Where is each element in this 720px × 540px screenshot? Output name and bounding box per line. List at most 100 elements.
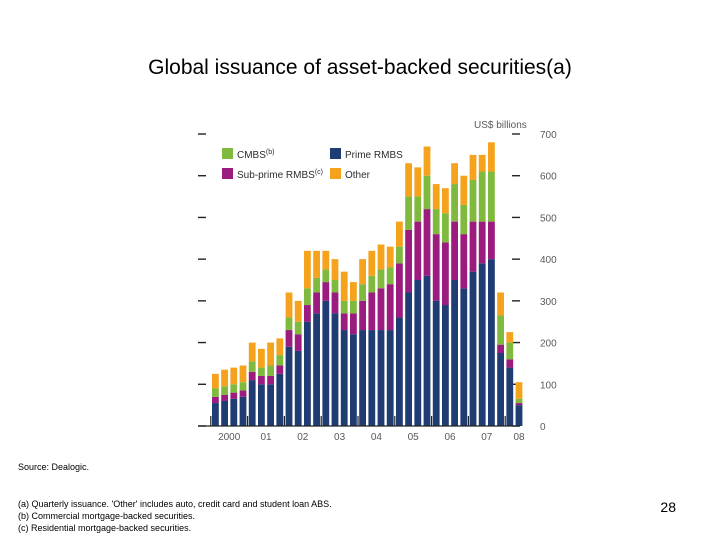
bar-segment-other	[368, 250, 376, 276]
bar-segment-prime	[442, 305, 449, 426]
bar-segment-subprime	[285, 330, 293, 347]
bar-segment-subprime	[405, 229, 412, 293]
bar-segment-prime	[515, 405, 523, 426]
y-tick-label: 600	[540, 172, 557, 183]
bar-segment-prime	[451, 280, 458, 426]
legend-label-subprime: Sub-prime RMBS(c)	[237, 169, 323, 181]
slide-title: Global issuance of asset-backed securiti…	[148, 56, 572, 79]
footnotes: (a) Quarterly issuance. 'Other' includes…	[18, 498, 332, 534]
bar-segment-cmbs	[377, 269, 385, 289]
y-tick-label: 100	[540, 380, 557, 391]
bar-segment-prime	[248, 380, 256, 426]
bar-segment-subprime	[451, 221, 458, 280]
bar-segment-cmbs	[414, 196, 422, 222]
y-unit-label: US$ billions	[474, 120, 527, 131]
bar-segment-other	[322, 250, 330, 270]
bar-segment-cmbs	[285, 317, 293, 331]
bar-segment-prime	[304, 321, 311, 426]
bar-segment-cmbs	[451, 184, 458, 222]
bar-segment-subprime	[313, 292, 320, 314]
bar-segment-subprime	[515, 403, 523, 406]
bar-segment-other	[497, 292, 504, 316]
bar-segment-other	[239, 365, 247, 383]
bar-segment-other	[313, 250, 320, 278]
x-tick-label: 02	[297, 432, 309, 443]
bar-segment-prime	[405, 292, 412, 426]
bar-segment-prime	[350, 334, 357, 426]
bar-segment-prime	[423, 275, 431, 426]
bar-segment-prime	[368, 330, 376, 426]
x-tick-label: 05	[408, 432, 420, 443]
bar-segment-prime	[488, 259, 495, 426]
bar-segment-other	[414, 167, 422, 197]
x-tick-label: 08	[513, 432, 525, 443]
y-tick-label: 200	[540, 339, 557, 350]
bar-segment-subprime	[267, 375, 274, 385]
bar-segment-prime	[469, 271, 477, 426]
page-number: 28	[660, 499, 676, 515]
legend-label-cmbs: CMBS(b)	[237, 149, 274, 161]
legend-swatch-cmbs	[222, 148, 233, 159]
x-tick-label: 03	[334, 432, 346, 443]
y-tick-label: 400	[540, 255, 557, 266]
bar-segment-other	[212, 373, 219, 389]
bar-segment-other	[432, 184, 440, 210]
bar-segment-subprime	[212, 396, 219, 404]
bar-segment-prime	[294, 350, 302, 426]
bar-segment-prime	[221, 400, 228, 426]
bar-segment-cmbs	[276, 355, 284, 366]
bar-segment-subprime	[478, 221, 486, 264]
bar-segment-cmbs	[230, 384, 238, 393]
bar-segment-other	[377, 244, 385, 270]
legend-label-other: Other	[345, 170, 371, 181]
bar-segment-prime	[497, 353, 504, 426]
legend-swatch-other	[330, 168, 341, 179]
bar-segment-subprime	[230, 392, 238, 399]
y-tick-label: 0	[540, 422, 546, 433]
bar-segment-other	[350, 282, 357, 301]
bar-segment-subprime	[368, 292, 376, 331]
y-tick-label: 300	[540, 297, 557, 308]
bar-segment-other	[331, 259, 339, 280]
bar-segment-subprime	[423, 209, 431, 276]
bar-segment-subprime	[442, 242, 449, 306]
x-tick-label: 01	[260, 432, 272, 443]
bar-segment-other	[405, 163, 412, 197]
bar-segment-subprime	[488, 221, 495, 260]
bar-segment-cmbs	[442, 213, 449, 243]
legend-footnote-marker: (c)	[315, 169, 323, 176]
bar-segment-cmbs	[469, 179, 477, 222]
bar-segment-prime	[432, 300, 440, 426]
x-tick-label: 2000	[218, 432, 241, 443]
bar-segment-other	[396, 221, 403, 247]
bar-segment-prime	[340, 330, 348, 426]
bar-segment-prime	[212, 403, 219, 426]
bar-segment-other	[506, 332, 514, 343]
bar-segment-subprime	[396, 263, 403, 318]
bar-segment-cmbs	[432, 209, 440, 235]
bar-segment-prime	[396, 317, 403, 426]
bar-segment-cmbs	[294, 321, 302, 335]
bar-segment-other	[423, 146, 431, 176]
bar-segment-cmbs	[258, 367, 265, 376]
bar-segment-cmbs	[515, 398, 523, 404]
bar-segment-cmbs	[423, 175, 431, 210]
bar-segment-prime	[331, 313, 339, 426]
bar-segment-other	[230, 367, 238, 385]
bar-segment-other	[304, 250, 311, 289]
bar-segment-other	[294, 300, 302, 322]
bar-segment-other	[285, 292, 293, 318]
bar-segment-other	[221, 369, 228, 387]
bar-segment-other	[276, 338, 284, 356]
bar-segment-cmbs	[267, 365, 274, 376]
bar-segment-cmbs	[359, 284, 366, 301]
bar-segment-prime	[460, 288, 468, 426]
bar-segment-prime	[313, 313, 320, 426]
bar-segment-subprime	[239, 390, 247, 397]
bar-segment-prime	[506, 367, 514, 426]
x-tick-label: 06	[444, 432, 456, 443]
bar-segment-prime	[285, 346, 293, 426]
bar-segment-prime	[359, 330, 366, 426]
bar-segment-other	[451, 163, 458, 185]
bar-segment-cmbs	[497, 315, 504, 345]
